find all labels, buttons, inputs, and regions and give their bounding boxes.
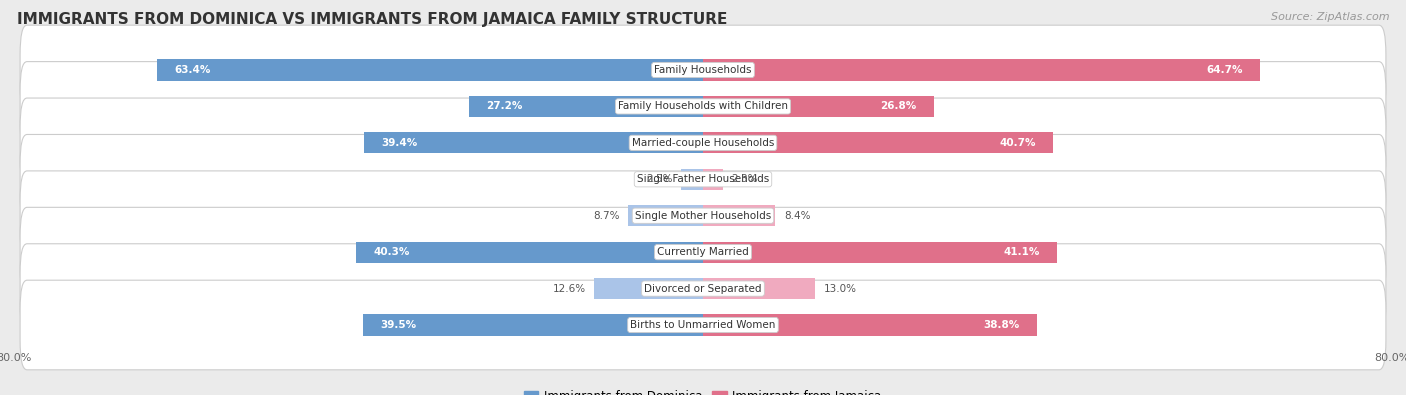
FancyBboxPatch shape	[20, 280, 1386, 370]
FancyBboxPatch shape	[20, 134, 1386, 224]
Bar	[703, 169, 723, 190]
Legend: Immigrants from Dominica, Immigrants from Jamaica: Immigrants from Dominica, Immigrants fro…	[520, 385, 886, 395]
Text: 64.7%: 64.7%	[1206, 65, 1243, 75]
Text: 8.4%: 8.4%	[785, 211, 810, 221]
Text: 40.7%: 40.7%	[1000, 138, 1036, 148]
Bar	[703, 314, 1038, 336]
Text: 40.3%: 40.3%	[373, 247, 409, 257]
Bar	[703, 59, 1260, 81]
Text: 27.2%: 27.2%	[486, 102, 523, 111]
Bar	[628, 205, 703, 226]
Bar	[703, 132, 1053, 153]
Bar	[703, 278, 815, 299]
Bar	[157, 59, 703, 81]
Text: 26.8%: 26.8%	[880, 102, 917, 111]
Text: 8.7%: 8.7%	[593, 211, 620, 221]
Bar	[703, 205, 775, 226]
FancyBboxPatch shape	[20, 25, 1386, 115]
FancyBboxPatch shape	[20, 98, 1386, 188]
Text: Family Households with Children: Family Households with Children	[619, 102, 787, 111]
FancyBboxPatch shape	[20, 244, 1386, 333]
Bar	[468, 96, 703, 117]
Text: 39.5%: 39.5%	[380, 320, 416, 330]
Bar	[682, 169, 703, 190]
Text: Source: ZipAtlas.com: Source: ZipAtlas.com	[1271, 12, 1389, 22]
FancyBboxPatch shape	[20, 207, 1386, 297]
Bar	[703, 96, 934, 117]
Text: 12.6%: 12.6%	[553, 284, 586, 293]
FancyBboxPatch shape	[20, 171, 1386, 261]
Bar	[363, 314, 703, 336]
Text: 63.4%: 63.4%	[174, 65, 211, 75]
Text: 2.5%: 2.5%	[647, 174, 673, 184]
Bar	[364, 132, 703, 153]
Text: Single Father Households: Single Father Households	[637, 174, 769, 184]
Text: 41.1%: 41.1%	[1004, 247, 1039, 257]
Text: 2.3%: 2.3%	[731, 174, 758, 184]
Text: 39.4%: 39.4%	[381, 138, 418, 148]
Bar	[703, 242, 1057, 263]
Bar	[595, 278, 703, 299]
Text: Married-couple Households: Married-couple Households	[631, 138, 775, 148]
Text: Currently Married: Currently Married	[657, 247, 749, 257]
FancyBboxPatch shape	[20, 62, 1386, 151]
Text: Divorced or Separated: Divorced or Separated	[644, 284, 762, 293]
Text: Single Mother Households: Single Mother Households	[636, 211, 770, 221]
Text: Family Households: Family Households	[654, 65, 752, 75]
Text: Births to Unmarried Women: Births to Unmarried Women	[630, 320, 776, 330]
Bar	[356, 242, 703, 263]
Text: IMMIGRANTS FROM DOMINICA VS IMMIGRANTS FROM JAMAICA FAMILY STRUCTURE: IMMIGRANTS FROM DOMINICA VS IMMIGRANTS F…	[17, 12, 727, 27]
Text: 13.0%: 13.0%	[824, 284, 856, 293]
Text: 38.8%: 38.8%	[984, 320, 1019, 330]
